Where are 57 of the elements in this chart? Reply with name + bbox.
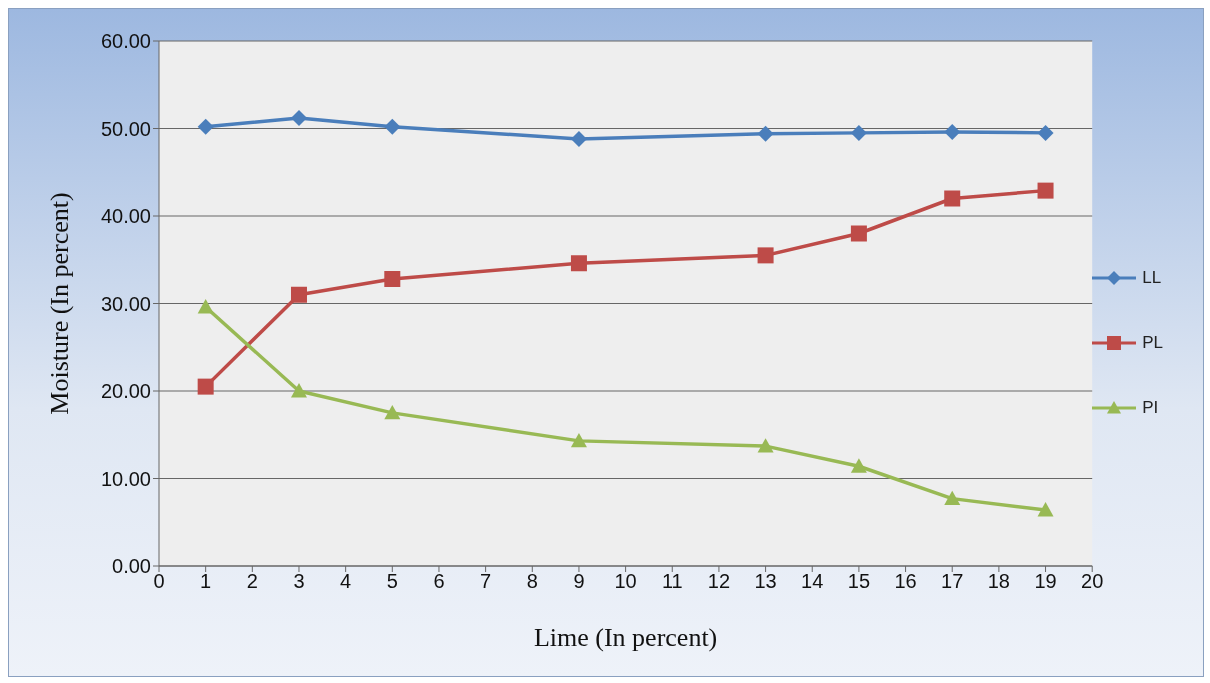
point [197, 378, 214, 395]
x-tick-label: 5 [386, 570, 398, 593]
point [757, 438, 774, 453]
point [944, 490, 961, 506]
point [290, 383, 307, 398]
x-tick-label: 11 [661, 570, 683, 593]
point [944, 190, 961, 207]
y-tick-label: 60.00 [100, 30, 151, 53]
x-tick-label: 3 [293, 570, 305, 593]
y-tick-label: 50.00 [100, 117, 151, 140]
point [384, 118, 401, 135]
legend-label: PL [1142, 332, 1163, 353]
x-tick-label: 19 [1034, 570, 1057, 593]
point [384, 271, 401, 287]
point [1037, 124, 1054, 141]
point [197, 299, 214, 314]
point [850, 124, 867, 141]
x-tick-label: 1 [200, 570, 212, 593]
x-tick-label: 16 [894, 570, 917, 593]
legend-label: PI [1142, 397, 1159, 418]
x-tick-label: 0 [153, 570, 165, 593]
x-tick-label: 18 [987, 570, 1011, 593]
point [197, 118, 214, 135]
x-tick-label: 6 [433, 570, 445, 593]
point [570, 255, 587, 272]
x-tick-label: 17 [941, 570, 964, 593]
x-tick-label: 2 [246, 570, 258, 593]
y-tick-label: 0.00 [112, 555, 151, 578]
point [384, 404, 401, 420]
point [757, 125, 774, 142]
point [850, 225, 867, 242]
x-tick-label: 15 [847, 570, 871, 593]
y-tick-label: 30.00 [100, 292, 151, 315]
x-tick-label: 7 [480, 570, 492, 593]
y-axis-title: Moisture (In percent) [45, 192, 75, 415]
x-tick-label: 8 [526, 570, 538, 593]
x-tick-label: 12 [707, 570, 731, 593]
x-tick-label: 20 [1081, 570, 1104, 593]
legend-label: LL [1142, 267, 1162, 288]
point [944, 124, 961, 140]
x-tick-label: 4 [340, 570, 352, 593]
y-tick-label: 20.00 [100, 380, 151, 403]
y-tick-label: 40.00 [100, 205, 151, 228]
point [570, 432, 587, 448]
x-tick-label: 10 [614, 570, 637, 593]
x-tick-label: 9 [573, 570, 585, 593]
point [290, 286, 307, 303]
x-axis-title: Lime (In percent) [533, 623, 718, 652]
point [570, 131, 587, 147]
y-tick-label: 10.00 [100, 467, 151, 490]
x-tick-label: 14 [801, 570, 824, 593]
point [757, 247, 774, 264]
point [850, 458, 867, 473]
point [290, 110, 307, 126]
x-tick-label: 13 [754, 570, 777, 593]
point [1037, 182, 1054, 199]
point [1037, 502, 1054, 517]
